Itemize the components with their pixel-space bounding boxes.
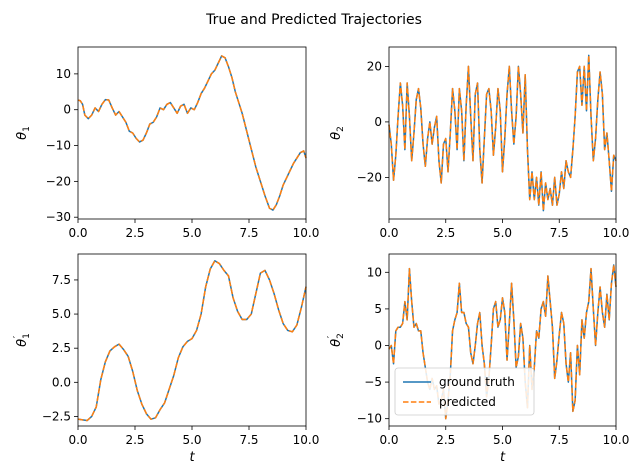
y-axis-label: θ1′ <box>12 333 32 347</box>
y-axis-label: θ2 <box>329 126 346 140</box>
y-tick-label: −2.5 <box>42 409 71 423</box>
x-tick-label: 10.0 <box>293 433 320 447</box>
x-tick-label: 5.0 <box>493 226 512 240</box>
x-tick-label: 7.5 <box>550 433 569 447</box>
y-tick-label: 10 <box>367 265 382 279</box>
x-tick-label: 10.0 <box>293 226 320 240</box>
y-tick-label: −20 <box>357 170 382 184</box>
y-tick-label: 0 <box>63 103 71 117</box>
x-tick-label: 0.0 <box>379 433 398 447</box>
y-tick-label: −20 <box>46 174 71 188</box>
y-tick-label: 7.5 <box>52 273 71 287</box>
y-tick-label: 10 <box>56 67 71 81</box>
x-tick-label: 7.5 <box>239 433 258 447</box>
x-tick-label: 2.5 <box>125 433 144 447</box>
x-tick-label: 0.0 <box>379 226 398 240</box>
x-tick-label: 5.0 <box>493 433 512 447</box>
legend-box <box>394 367 535 416</box>
figure-title: True and Predicted Trajectories <box>205 12 422 28</box>
y-tick-label: −10 <box>46 139 71 153</box>
y-tick-label: 0 <box>374 338 382 352</box>
y-tick-label: 0 <box>374 115 382 129</box>
series-line-predicted <box>77 260 307 422</box>
legend: ground truth predicted <box>394 367 535 416</box>
y-tick-label: 5.0 <box>52 307 71 321</box>
x-tick-label: 5.0 <box>182 433 201 447</box>
x-tick-label: 0.0 <box>68 433 87 447</box>
x-tick-label: 7.5 <box>239 226 258 240</box>
legend-label-predicted: predicted <box>439 395 496 409</box>
y-axis-label: θ1 <box>15 126 32 140</box>
subplot-1: 0.0 2.5 5.0 7.5 10.0 −30 −20 −10 0 10 θ1 <box>15 46 320 240</box>
x-tick-label: 5.0 <box>182 226 201 240</box>
y-tick-label: −10 <box>357 412 382 426</box>
y-axis-label: θ2′ <box>326 333 346 347</box>
x-axis-label: t <box>189 450 195 465</box>
x-tick-label: 2.5 <box>125 226 144 240</box>
subplot-2: 0.0 2.5 5.0 7.5 10.0 −20 0 20 θ2 <box>329 46 629 240</box>
y-tick-label: −30 <box>46 210 71 224</box>
y-tick-label: −5 <box>364 375 382 389</box>
y-tick-label: 20 <box>367 59 382 73</box>
series-line-predicted <box>77 55 307 211</box>
x-tick-label: 2.5 <box>436 226 455 240</box>
x-tick-label: 0.0 <box>68 226 87 240</box>
y-tick-label: 2.5 <box>52 341 71 355</box>
series-line-predicted <box>388 54 617 212</box>
legend-label-truth: ground truth <box>439 375 515 389</box>
x-tick-label: 10.0 <box>603 433 629 447</box>
x-axis-label: t <box>500 450 506 465</box>
subplot-3: 0.0 2.5 5.0 7.5 10.0 −2.5 0.0 2.5 5.0 7.5 θ1′ t <box>12 253 320 465</box>
x-tick-label: 2.5 <box>436 433 455 447</box>
x-tick-label: 7.5 <box>550 226 569 240</box>
x-tick-label: 10.0 <box>603 226 629 240</box>
y-tick-label: 5 <box>374 302 382 316</box>
y-tick-label: 0.0 <box>52 375 71 389</box>
